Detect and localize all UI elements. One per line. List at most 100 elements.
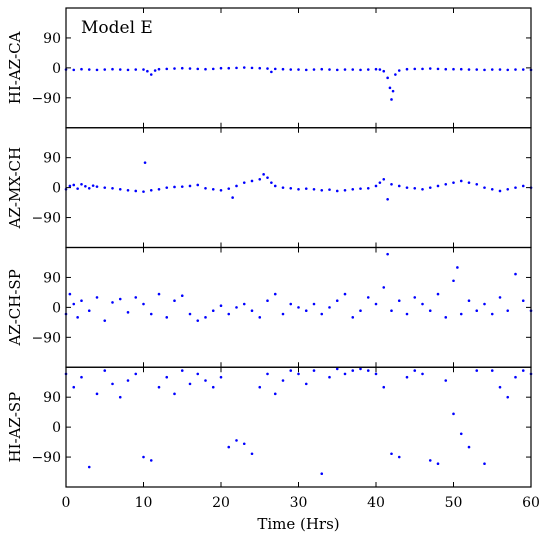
data-point-p2-14 xyxy=(157,292,161,296)
data-point-p0-44 xyxy=(378,68,382,71)
data-point-p0-24 xyxy=(235,66,238,70)
data-point-p1-32 xyxy=(262,173,265,176)
data-point-p1-44 xyxy=(343,188,347,192)
data-point-p1-40 xyxy=(312,187,316,191)
xtick-label-4: 40 xyxy=(367,495,385,511)
ytick-label-2-1: 0 xyxy=(52,300,61,316)
data-point-p0-46 xyxy=(386,76,389,80)
data-point-p0-59 xyxy=(459,67,463,71)
data-point-p1-1 xyxy=(68,184,72,188)
data-point-p2-11 xyxy=(134,296,138,299)
ytick-label-1-1: 0 xyxy=(52,181,61,197)
data-point-p0-26 xyxy=(250,66,254,70)
xlabel: Time (Hrs) xyxy=(257,515,339,533)
data-point-p0-50 xyxy=(394,73,397,76)
data-point-p0-47 xyxy=(388,86,392,90)
data-point-p3-51 xyxy=(459,432,463,436)
data-point-p0-16 xyxy=(173,67,176,70)
data-point-p1-49 xyxy=(378,181,382,184)
data-point-p2-43 xyxy=(382,286,386,289)
data-point-p1-43 xyxy=(335,189,339,193)
data-point-p1-52 xyxy=(390,183,393,186)
ytick-label-3-2: 90 xyxy=(43,390,61,406)
data-point-p2-2 xyxy=(72,302,76,306)
data-point-p3-11 xyxy=(149,459,153,462)
xtick-label-2: 20 xyxy=(212,495,230,511)
data-point-p2-1 xyxy=(68,292,72,296)
data-point-p1-10 xyxy=(111,186,114,190)
data-point-p3-20 xyxy=(219,375,223,379)
data-point-p1-55 xyxy=(413,186,417,190)
data-point-p0-39 xyxy=(343,68,347,71)
data-point-p2-54 xyxy=(456,266,459,269)
data-point-p2-29 xyxy=(273,292,277,296)
data-point-p2-23 xyxy=(227,312,231,316)
data-point-p0-49 xyxy=(391,89,395,93)
data-point-p2-53 xyxy=(452,279,455,283)
data-point-p3-13 xyxy=(165,375,169,379)
data-point-p0-53 xyxy=(413,67,417,71)
data-point-p1-23 xyxy=(204,186,207,190)
data-point-p1-30 xyxy=(250,179,254,183)
data-point-p0-3 xyxy=(87,68,91,71)
data-point-p1-57 xyxy=(428,186,432,189)
data-point-p2-57 xyxy=(475,309,479,313)
data-point-p1-19 xyxy=(173,185,176,189)
ytick-label-1-2: 90 xyxy=(43,151,61,167)
data-point-p1-12 xyxy=(126,188,130,192)
data-point-p0-45 xyxy=(382,69,386,73)
data-point-p1-62 xyxy=(467,181,471,184)
xtick-label-0: 0 xyxy=(62,495,71,511)
data-point-p1-33 xyxy=(266,176,269,179)
data-point-p2-47 xyxy=(405,312,409,316)
data-point-p2-41 xyxy=(366,296,370,299)
data-point-p3-55 xyxy=(490,369,494,372)
data-point-p3-38 xyxy=(359,367,362,371)
data-point-p3-1 xyxy=(72,385,76,389)
data-point-p2-4 xyxy=(80,299,83,303)
data-point-p2-22 xyxy=(219,304,223,308)
data-point-p3-37 xyxy=(351,369,355,372)
data-point-p1-39 xyxy=(304,187,308,190)
data-point-p0-28 xyxy=(266,67,269,70)
data-point-p2-52 xyxy=(444,316,448,319)
data-point-p0-66 xyxy=(514,68,517,71)
data-point-p0-18 xyxy=(188,67,192,70)
data-point-p2-33 xyxy=(304,309,308,313)
data-point-p2-44 xyxy=(386,252,389,256)
data-point-p3-25 xyxy=(258,385,262,389)
data-point-p3-27 xyxy=(273,392,277,396)
data-point-p2-39 xyxy=(351,316,355,319)
data-point-p0-5 xyxy=(103,68,107,71)
data-point-p2-3 xyxy=(76,316,79,319)
data-point-p3-46 xyxy=(421,372,424,376)
data-point-p2-13 xyxy=(149,312,153,316)
data-point-p3-12 xyxy=(157,385,161,389)
data-point-p0-12 xyxy=(149,73,153,76)
data-point-p2-17 xyxy=(180,294,184,298)
data-point-p1-20 xyxy=(180,185,184,188)
ylabel-panel-1: AZ-MX-CH xyxy=(6,147,24,229)
data-point-p1-47 xyxy=(366,186,370,190)
data-point-p3-59 xyxy=(521,369,525,372)
data-point-p2-46 xyxy=(397,299,401,303)
data-point-p1-38 xyxy=(297,187,300,191)
panel-frame-3 xyxy=(65,366,532,488)
data-point-p3-52 xyxy=(467,445,471,449)
data-point-p1-13 xyxy=(134,189,138,193)
data-point-p2-26 xyxy=(250,309,254,313)
data-point-p0-67 xyxy=(521,68,525,71)
data-point-p1-24 xyxy=(211,187,215,191)
data-point-p0-11 xyxy=(146,69,149,73)
data-point-p1-60 xyxy=(452,181,455,184)
data-point-p3-42 xyxy=(390,452,393,456)
data-point-p0-31 xyxy=(281,67,285,71)
data-point-p3-8 xyxy=(126,379,130,382)
data-point-p1-22 xyxy=(196,183,200,187)
data-point-p3-35 xyxy=(335,367,339,371)
ytick-label-3-0: −90 xyxy=(31,450,61,466)
data-point-p2-40 xyxy=(359,309,362,313)
ylabel-panel-0: HI-AZ-CA xyxy=(6,31,24,104)
data-point-p0-27 xyxy=(258,66,262,70)
data-point-p1-17 xyxy=(157,187,161,191)
